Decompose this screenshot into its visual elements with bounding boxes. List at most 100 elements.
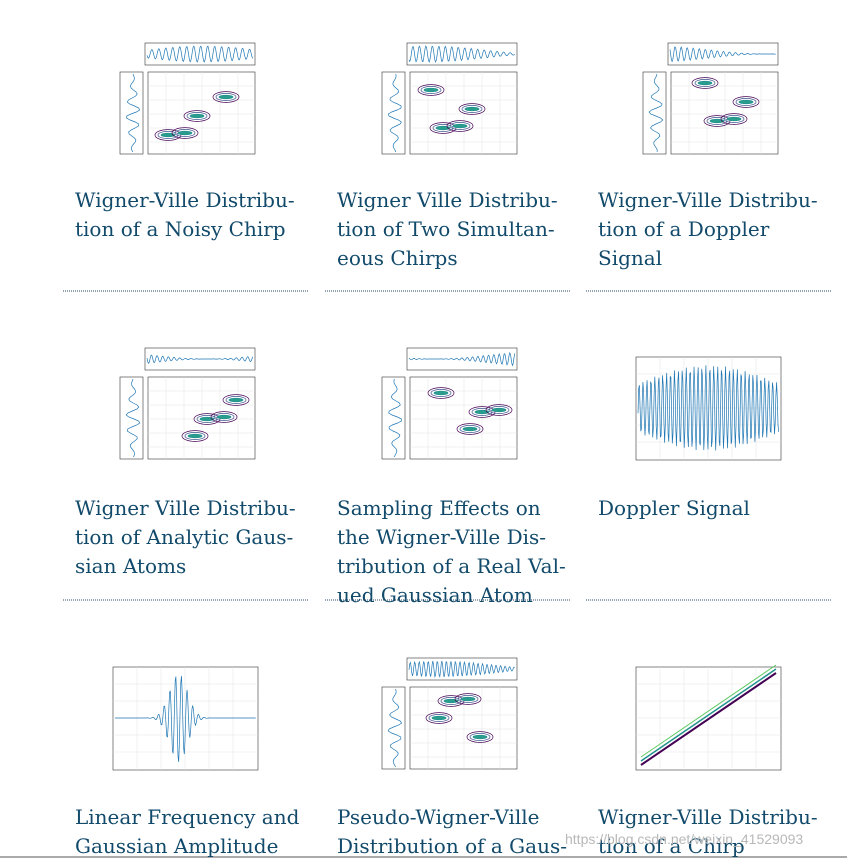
tfr-contour [454, 693, 482, 705]
signal-trace [146, 354, 254, 364]
card-title[interactable]: tribution of a Real Val- [337, 554, 566, 578]
card-title[interactable]: Wigner-Ville Distribu- [598, 805, 818, 829]
tfr-contour [183, 110, 211, 122]
tfr-contour [160, 132, 176, 138]
tfr-contour [720, 113, 748, 125]
card-title[interactable]: Distribution of a Gaus- [337, 834, 567, 858]
chirp-contour [640, 672, 777, 766]
tfr-contour [466, 731, 494, 743]
card-title[interactable]: Wigner Ville Distribu- [337, 188, 558, 212]
gallery-card[interactable]: Wigner-Ville Distribu-tion of a Noisy Ch… [63, 42, 308, 292]
spectrum-panel [381, 376, 406, 460]
spectrum-panel [119, 71, 144, 155]
spectrum-panel [381, 71, 406, 155]
gallery-card[interactable]: Wigner-Ville Distribu-tion of a Doppler S… [586, 42, 831, 292]
card-title[interactable]: Wigner Ville Distribu- [75, 496, 296, 520]
signal-trace [408, 351, 516, 367]
card-title[interactable]: tion of Two Simultan- [337, 217, 555, 241]
gallery-card[interactable]: Wigner Ville Distribu-tion of Analytic G… [63, 347, 308, 601]
tfr-contour [157, 131, 179, 139]
tfr-contour [691, 77, 719, 89]
card-title[interactable]: Sampling Effects on [337, 496, 541, 520]
card-title[interactable]: sian Atoms [75, 554, 186, 578]
spectrum-trace [388, 378, 402, 458]
signal-trace [115, 676, 256, 762]
spectrum-trace [387, 73, 402, 153]
gallery-card[interactable]: Linear Frequency and Gaussian Amplitude [75, 666, 300, 858]
signal-trace [637, 365, 780, 451]
spectrum-trace [387, 688, 403, 768]
tfr-contour [458, 103, 486, 115]
tfr-contour [431, 715, 447, 721]
tfr-contour [213, 413, 235, 421]
card-title[interactable]: Doppler Signal [598, 496, 750, 520]
chirp-contour [640, 668, 777, 762]
tfr-contour [215, 93, 237, 101]
card-title[interactable]: ued Gaussian Atom [337, 583, 533, 607]
gallery-card[interactable]: Wigner Ville Distribu-tion of Two Simult… [325, 42, 570, 292]
spectrum-trace [126, 73, 141, 153]
tfr-contour [210, 411, 238, 423]
spectrum-trace [648, 73, 664, 153]
tfr-contour [174, 129, 196, 137]
tfr-contour [709, 118, 725, 124]
card-title[interactable]: the Wigner-Ville Dis- [337, 525, 546, 549]
card-title[interactable]: Linear Frequency and [75, 805, 300, 829]
tfr-contour [460, 696, 476, 702]
tfr-contour [218, 94, 234, 100]
tfr-contour [469, 733, 491, 741]
tfr-contour [474, 409, 490, 415]
card-title[interactable]: tion of Analytic Gaus- [75, 525, 293, 549]
gallery-card[interactable]: Doppler Signal [586, 356, 831, 601]
tfr-contour [732, 96, 760, 108]
card-title[interactable]: eous Chirps [337, 246, 458, 270]
signal-panel [406, 657, 518, 681]
signal-trace [408, 660, 515, 679]
tfr-contour [181, 430, 209, 442]
tfr-panel [670, 71, 779, 155]
tfr-contour [184, 432, 206, 440]
card-title[interactable]: Wigner-Ville Distribu- [75, 188, 295, 212]
tfr-contour [461, 105, 483, 113]
card-title[interactable]: tion of a Doppler [598, 217, 770, 241]
tfr-contour [440, 697, 462, 705]
tfr-contour [459, 425, 481, 433]
tfr-contour [449, 122, 471, 130]
tfr-contour [432, 124, 454, 132]
tfr-contour [471, 408, 493, 416]
card-title[interactable]: Wigner-Ville Distribu- [598, 188, 818, 212]
card-title[interactable]: tion of a Noisy Chirp [75, 217, 286, 241]
signal-panel [667, 42, 779, 66]
tfr-contour [735, 98, 757, 106]
card-title[interactable]: Pseudo-Wigner-Ville [337, 805, 540, 829]
tfr-contour [425, 712, 453, 724]
tfr-contour [216, 414, 232, 420]
tfr-contour [154, 129, 182, 141]
tfr-contour [464, 106, 480, 112]
tfr-contour [726, 116, 742, 122]
card-title[interactable]: Signal [598, 246, 662, 270]
gallery-card[interactable]: Sampling Effects on the Wigner-Ville Dis-… [325, 347, 570, 607]
tfr-contour [193, 413, 221, 425]
tfr-contour [435, 125, 451, 131]
tfr-contour [485, 404, 513, 416]
tfr-contour [428, 714, 450, 722]
spectrum-panel [381, 686, 406, 770]
card-title[interactable]: tion of a Chirp [598, 834, 745, 858]
tfr-contour [199, 416, 215, 422]
tfr-contour [225, 396, 247, 404]
tfr-contour [706, 117, 728, 125]
gallery-card[interactable]: Wigner-Ville Distribu-tion of a Chirp [598, 664, 818, 858]
card-title[interactable]: Gaussian Amplitude [75, 834, 278, 858]
gallery-card[interactable]: Pseudo-Wigner-Ville Distribution of a Gau… [337, 657, 567, 858]
tfr-contour [420, 86, 442, 94]
tfr-contour [186, 112, 208, 120]
tfr-contour [462, 426, 478, 432]
tfr-contour [703, 115, 731, 127]
tfr-contour [423, 87, 439, 93]
tfr-contour [446, 120, 474, 132]
spectrum-trace [125, 378, 141, 458]
tfr-contour [452, 123, 468, 129]
